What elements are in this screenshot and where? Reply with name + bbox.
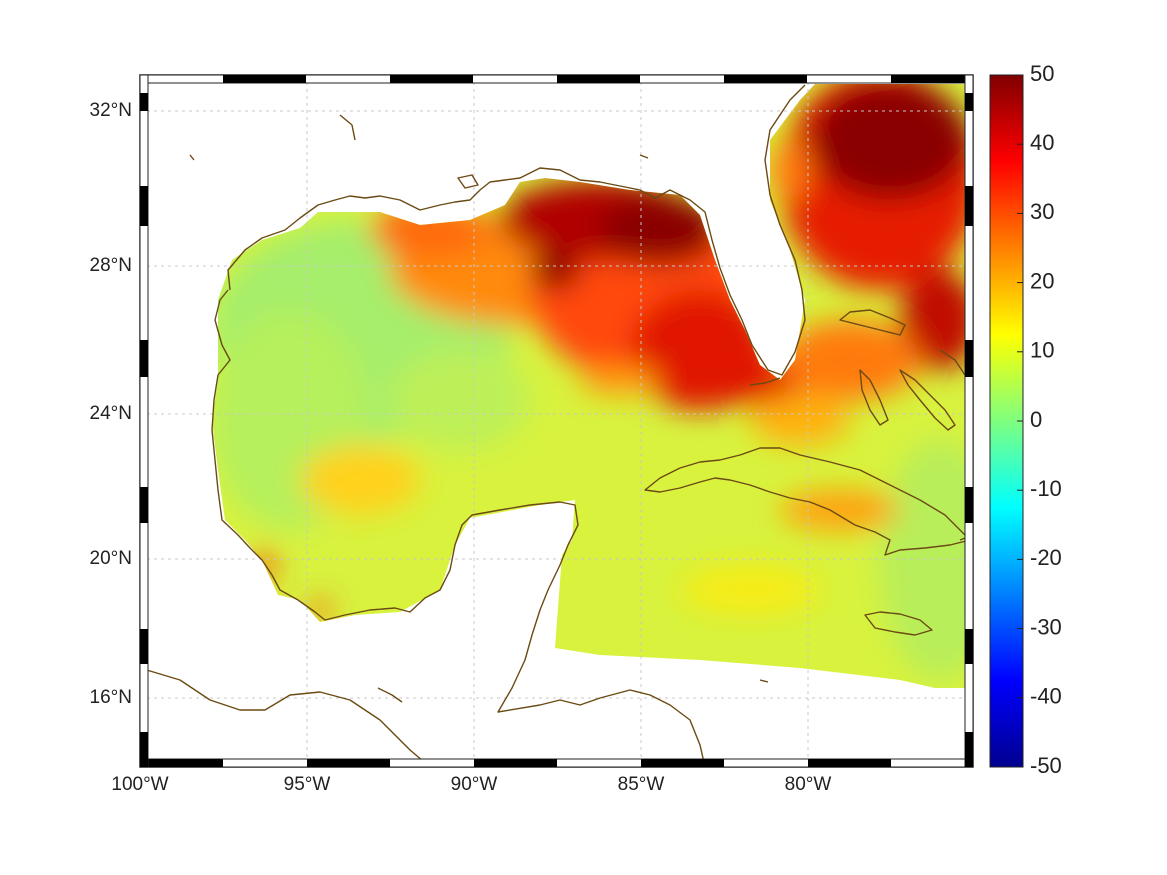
coastline	[139, 84, 974, 768]
colorbar-tick-20: 20	[1030, 268, 1054, 293]
lon-label-100w: 100°W	[111, 774, 168, 795]
colorbar-tick-neg20: -20	[1030, 545, 1062, 570]
longitude-labels: 100°W 95°W 90°W 85°W 80°W	[111, 774, 831, 795]
colorbar-tick-neg50: -50	[1030, 753, 1062, 778]
colorbar-tick-40: 40	[1030, 130, 1054, 155]
lon-label-85w: 85°W	[618, 774, 665, 795]
colorbar-tick-neg30: -30	[1030, 614, 1062, 639]
colorbar-tick-0: 0	[1030, 407, 1042, 432]
map-frame	[139, 74, 974, 768]
lat-label-16n: 16°N	[90, 687, 132, 708]
colorbar-tick-neg10: -10	[1030, 476, 1062, 501]
latitude-labels: 32°N 28°N 24°N 20°N 16°N	[90, 100, 132, 708]
lon-label-95w: 95°W	[284, 774, 331, 795]
colorbar-tick-10: 10	[1030, 338, 1054, 363]
colorbar: 50 40 30 20 10 0 -10 -20 -30 -40 -50	[989, 61, 1062, 778]
lat-label-20n: 20°N	[90, 548, 132, 569]
lat-label-32n: 32°N	[90, 100, 132, 121]
colorbar-tick-50: 50	[1030, 61, 1054, 86]
colorbar-tick-30: 30	[1030, 199, 1054, 224]
lat-label-24n: 24°N	[90, 403, 132, 424]
lat-label-28n: 28°N	[90, 255, 132, 276]
colorbar-tick-neg40: -40	[1030, 684, 1062, 709]
graticule	[140, 75, 973, 767]
lon-label-90w: 90°W	[451, 774, 498, 795]
lon-label-80w: 80°W	[785, 774, 832, 795]
